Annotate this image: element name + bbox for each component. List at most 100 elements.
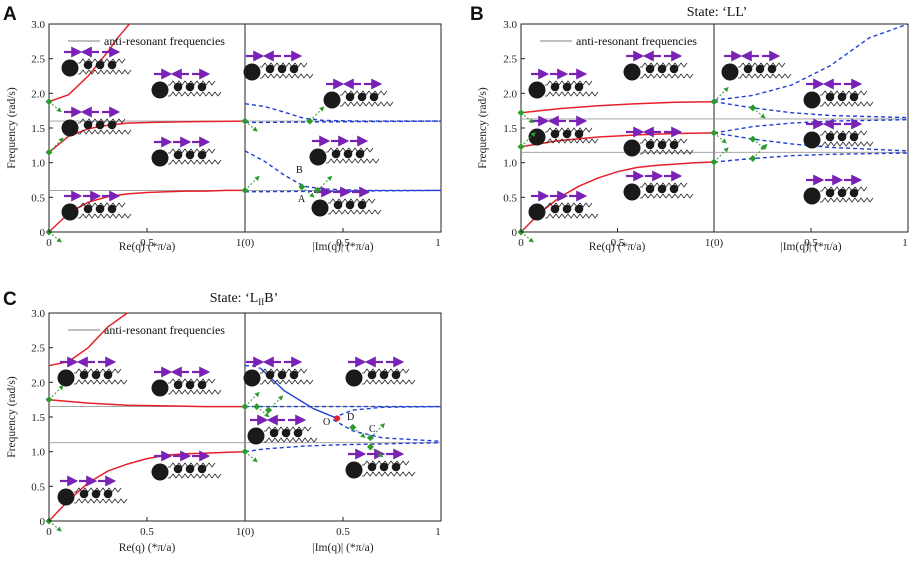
real-branch-line xyxy=(520,161,715,233)
pointer-arrow xyxy=(48,384,64,401)
imag-branch-line xyxy=(332,419,442,442)
pointer-arrow xyxy=(309,106,325,122)
spring-icon xyxy=(340,90,388,96)
y-tick-label: 3.0 xyxy=(31,19,45,31)
spring-icon xyxy=(640,182,688,188)
panel-c-ticks: 0 0.5 1.0 1.5 2.0 2.5 3.0 0 0.5 1(0) 0.5 1 xyxy=(31,308,442,538)
spring-icon xyxy=(78,202,126,208)
small-mass-icon xyxy=(849,132,859,142)
large-mass-icon xyxy=(61,203,79,221)
small-mass-icon xyxy=(357,200,367,210)
small-mass-icon xyxy=(289,370,299,380)
panel-c-xlabel-right: |Im(q)| (*π/a) xyxy=(312,542,373,554)
y-tick-label: 1.0 xyxy=(503,158,517,170)
panel-b-label: B xyxy=(470,4,484,25)
small-mass-icon xyxy=(367,462,377,472)
spring-icon xyxy=(545,213,599,219)
large-mass-icon xyxy=(311,199,329,217)
pointer-arrow xyxy=(752,107,766,119)
spring-icon xyxy=(738,62,786,68)
spring-icon xyxy=(545,127,593,133)
mode-marker xyxy=(306,117,314,125)
spring-icon xyxy=(168,91,222,97)
small-mass-icon xyxy=(550,204,560,214)
small-mass-icon xyxy=(197,380,207,390)
spring-icon xyxy=(820,186,868,192)
spring-icon xyxy=(640,193,694,199)
spring-icon xyxy=(545,80,593,86)
mode-marker xyxy=(749,104,757,112)
large-mass-icon xyxy=(803,131,821,149)
small-mass-icon xyxy=(837,188,847,198)
small-mass-icon xyxy=(269,428,279,438)
imag-branch-line xyxy=(713,119,909,134)
mass-spring-icon xyxy=(243,50,314,81)
spring-icon xyxy=(328,198,376,204)
imag-branch-line xyxy=(713,152,909,163)
large-mass-icon xyxy=(623,139,641,157)
pointer-arrow xyxy=(48,137,64,153)
spring-icon xyxy=(168,389,222,395)
small-mass-icon xyxy=(345,200,355,210)
panel-b: B State: ‘LL’ 0 0.5 1.0 1.5 2.0 2.5 3.0 0 0.5 1(0… xyxy=(470,4,909,253)
spring-icon xyxy=(820,101,874,107)
small-mass-icon xyxy=(281,428,291,438)
large-mass-icon xyxy=(151,149,169,167)
small-mass-icon xyxy=(562,82,572,92)
panel-c-xlabel-left: Re(q) (*π/a) xyxy=(119,542,176,554)
small-mass-icon xyxy=(645,184,655,194)
mode-marker xyxy=(298,183,306,191)
spring-icon xyxy=(74,368,122,374)
small-mass-icon xyxy=(197,150,207,160)
small-mass-icon xyxy=(185,150,195,160)
mode-marker xyxy=(366,434,374,442)
mass-spring-icon xyxy=(61,106,132,137)
spring-icon xyxy=(78,58,126,64)
mass-spring-icon xyxy=(528,115,599,146)
panel-c: C State: ‘LIIB’ 0 0.5 1.0 1.5 2.0 2.5 3.0 0 0.5 1… xyxy=(3,289,442,554)
mode-marker xyxy=(366,443,374,451)
panel-a-label: A xyxy=(3,4,17,25)
imag-branch-line xyxy=(245,365,261,370)
y-tick-label: 1.0 xyxy=(31,447,45,459)
panel-b-title: State: ‘LL’ xyxy=(687,5,748,20)
spring-icon xyxy=(168,378,216,384)
mass-spring-icon xyxy=(803,78,874,109)
real-branch-line xyxy=(48,312,128,367)
spring-icon xyxy=(640,138,688,144)
panel-c-label: C xyxy=(3,289,17,310)
small-mass-icon xyxy=(849,188,859,198)
small-mass-icon xyxy=(185,380,195,390)
mode-marker xyxy=(349,423,357,431)
panel-c-annotation-c: C xyxy=(369,424,376,435)
spring-icon xyxy=(738,73,792,79)
x-tick-label: 0.5 xyxy=(336,526,350,538)
small-mass-icon xyxy=(173,380,183,390)
small-mass-icon xyxy=(379,370,389,380)
small-mass-icon xyxy=(345,92,355,102)
spring-icon xyxy=(78,118,126,124)
pointer-arrow xyxy=(244,120,258,132)
small-mass-icon xyxy=(391,370,401,380)
small-mass-icon xyxy=(79,489,89,499)
panel-c-plot xyxy=(45,312,442,532)
x-tick-label: 0.5 xyxy=(140,237,154,249)
small-mass-icon xyxy=(837,132,847,142)
y-tick-label: 3.0 xyxy=(503,19,517,31)
large-mass-icon xyxy=(57,369,75,387)
panel-b-plot xyxy=(517,23,909,243)
x-tick-label: 0.5 xyxy=(611,237,625,249)
small-mass-icon xyxy=(369,92,379,102)
large-mass-icon xyxy=(151,379,169,397)
small-mass-icon xyxy=(669,184,679,194)
imag-branch-line xyxy=(244,442,442,453)
y-tick-label: 2.0 xyxy=(503,88,517,100)
y-tick-label: 1.5 xyxy=(31,123,45,135)
small-mass-icon xyxy=(79,370,89,380)
x-tick-label: 0 xyxy=(46,526,52,538)
small-mass-icon xyxy=(277,64,287,74)
spring-icon xyxy=(328,209,382,215)
imag-branch-line xyxy=(713,132,909,152)
spring-icon xyxy=(260,73,314,79)
